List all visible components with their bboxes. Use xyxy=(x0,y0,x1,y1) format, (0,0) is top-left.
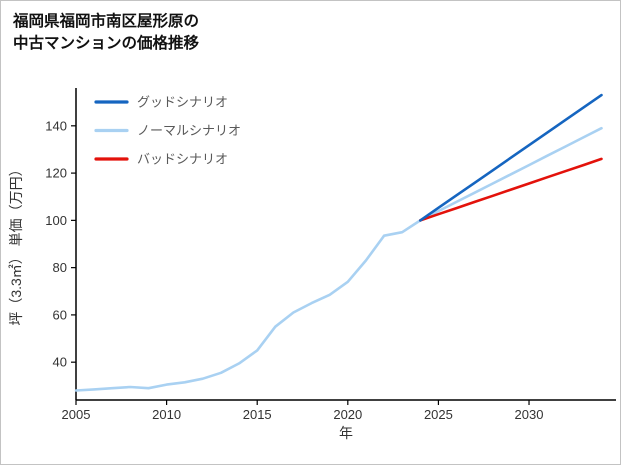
legend-label-2: バッドシナリオ xyxy=(137,152,228,167)
x-axis-label: 年 xyxy=(339,425,353,441)
legend-label-1: ノーマルシナリオ xyxy=(137,123,241,138)
series-line-1 xyxy=(74,126,603,392)
y-tick-label: 40 xyxy=(53,355,67,370)
x-tick-label: 2020 xyxy=(333,407,362,422)
x-tick-label: 2015 xyxy=(243,407,272,422)
y-tick-label: 120 xyxy=(45,166,67,181)
series-line-0 xyxy=(418,93,603,222)
x-tick-label: 2010 xyxy=(152,407,181,422)
y-tick-label: 100 xyxy=(45,213,67,228)
chart-title: 福岡県福岡市南区屋形原の 中古マンションの価格推移 xyxy=(13,11,199,55)
y-tick-label: 60 xyxy=(53,307,67,322)
chart-title-line1: 福岡県福岡市南区屋形原の xyxy=(13,13,200,30)
x-tick-label: 2030 xyxy=(515,407,544,422)
x-tick-label: 2005 xyxy=(62,407,91,422)
y-axis-label: 坪（3.3㎡） 単価（万円） xyxy=(8,162,24,325)
legend-label-0: グッドシナリオ xyxy=(137,95,228,110)
y-tick-label: 80 xyxy=(53,260,67,275)
chart-title-line2: 中古マンションの価格推移 xyxy=(13,35,200,52)
series-line-2 xyxy=(418,157,603,222)
x-tick-label: 2025 xyxy=(424,407,453,422)
y-tick-label: 140 xyxy=(45,118,67,133)
